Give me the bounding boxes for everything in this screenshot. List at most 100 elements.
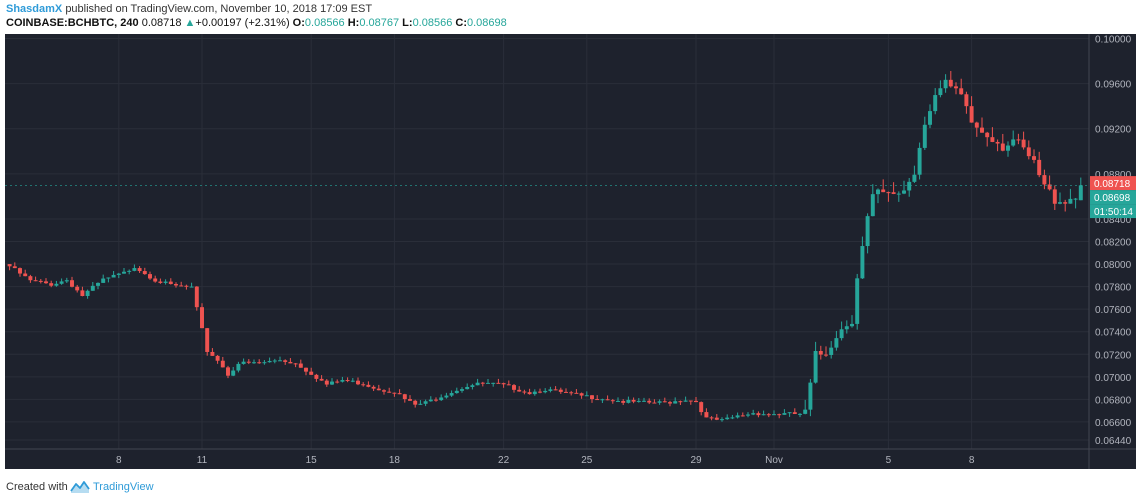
candle (127, 269, 132, 275)
chart-canvas[interactable]: 0.10000 0.09600 0.09200 0.08800 0.08400 0.082… (5, 34, 1136, 469)
candle (616, 397, 620, 402)
candle (288, 358, 293, 364)
candle-body (460, 389, 464, 391)
price-tick-label: 0.08000 (1095, 260, 1132, 271)
candle-body (319, 378, 324, 381)
candle (928, 104, 932, 129)
candle-body (928, 111, 932, 125)
footer: Created with TradingView (0, 474, 1140, 501)
candle-body (387, 391, 392, 393)
price-labels: 0.08718 0.08698 01:50:14 (5, 176, 1136, 219)
candle-body (813, 350, 818, 383)
candle (746, 412, 750, 418)
candle-body (798, 413, 802, 415)
price-tick-label: 0.10000 (1095, 35, 1132, 46)
candle-body (356, 380, 360, 385)
candle-body (782, 413, 787, 415)
candle-body (314, 374, 319, 379)
candle (553, 386, 558, 391)
candle-body (761, 414, 766, 416)
candle-body (683, 400, 688, 402)
candle (402, 393, 407, 403)
candle (704, 408, 709, 418)
candle-body (33, 280, 38, 282)
candle-body (902, 190, 906, 194)
open-label: O: (292, 17, 305, 29)
candle (413, 399, 418, 408)
candle (80, 286, 85, 297)
candle (366, 381, 371, 388)
candle-body (220, 360, 225, 368)
candle (621, 399, 626, 405)
candle-body (90, 285, 95, 291)
candle-body (943, 79, 948, 89)
candle (985, 131, 990, 147)
candle (397, 389, 402, 395)
candlestick-chart[interactable]: 0.10000 0.09600 0.09200 0.08800 0.08400 0.082… (5, 34, 1136, 469)
candle (356, 377, 360, 386)
candle (647, 398, 652, 405)
candle-body (839, 329, 844, 339)
candle (891, 182, 896, 195)
candle-body (803, 409, 808, 414)
candle-body (1021, 139, 1026, 148)
close-label: C: (455, 17, 467, 29)
candle (756, 411, 761, 418)
candle (626, 396, 631, 404)
candle-body (532, 391, 537, 395)
candle (834, 330, 839, 351)
candle (512, 383, 516, 393)
candle (631, 397, 636, 404)
candle (902, 180, 906, 195)
candle (215, 355, 220, 364)
price-label-bg (1090, 190, 1136, 205)
candle (683, 396, 688, 402)
candle-body (80, 290, 85, 297)
tradingview-brand[interactable]: TradingView (93, 481, 154, 493)
candle-body (241, 361, 246, 364)
candle (980, 117, 984, 133)
candle (829, 341, 834, 359)
candle (896, 191, 901, 202)
candle-body (756, 413, 761, 416)
candle (662, 397, 667, 403)
candle-body (122, 271, 126, 274)
candle-body (891, 192, 896, 195)
candle-body (1052, 189, 1057, 204)
candle (496, 378, 501, 384)
candle-body (569, 392, 574, 394)
candle (96, 282, 100, 290)
candle-body (1063, 202, 1068, 204)
candle (1068, 188, 1073, 204)
plot-background (5, 34, 1136, 469)
candle (189, 282, 194, 288)
candle (330, 378, 334, 386)
time-tick-label: Nov (765, 455, 783, 466)
candle (236, 361, 241, 373)
candle (226, 365, 230, 379)
candle-body (959, 88, 964, 95)
candle-body (283, 360, 288, 362)
price-tick-label: 0.08400 (1095, 215, 1132, 226)
tradingview-logo-icon[interactable] (70, 478, 90, 496)
candle-body (829, 347, 834, 355)
price-label-bg (1090, 204, 1136, 219)
time-axis[interactable]: 8 11 15 18 22 25 29 Nov 5 8 (116, 455, 975, 466)
candle-body (304, 367, 308, 372)
candle-body (818, 350, 823, 355)
price-label-text: 01:50:14 (1094, 207, 1133, 218)
candle (772, 410, 776, 416)
price-axis[interactable]: 0.10000 0.09600 0.09200 0.08800 0.08400 0.082… (1095, 35, 1132, 447)
candle (371, 385, 376, 392)
candle (335, 379, 340, 384)
candle (444, 392, 449, 399)
author-link[interactable]: ShasdamX (6, 3, 63, 15)
candle-body (132, 268, 137, 271)
candle-body (106, 277, 111, 279)
candle-body (1078, 185, 1083, 201)
candle (777, 413, 782, 419)
candle-body (350, 380, 355, 382)
candle (163, 279, 168, 285)
candle (361, 382, 366, 387)
candle-body (860, 246, 865, 279)
